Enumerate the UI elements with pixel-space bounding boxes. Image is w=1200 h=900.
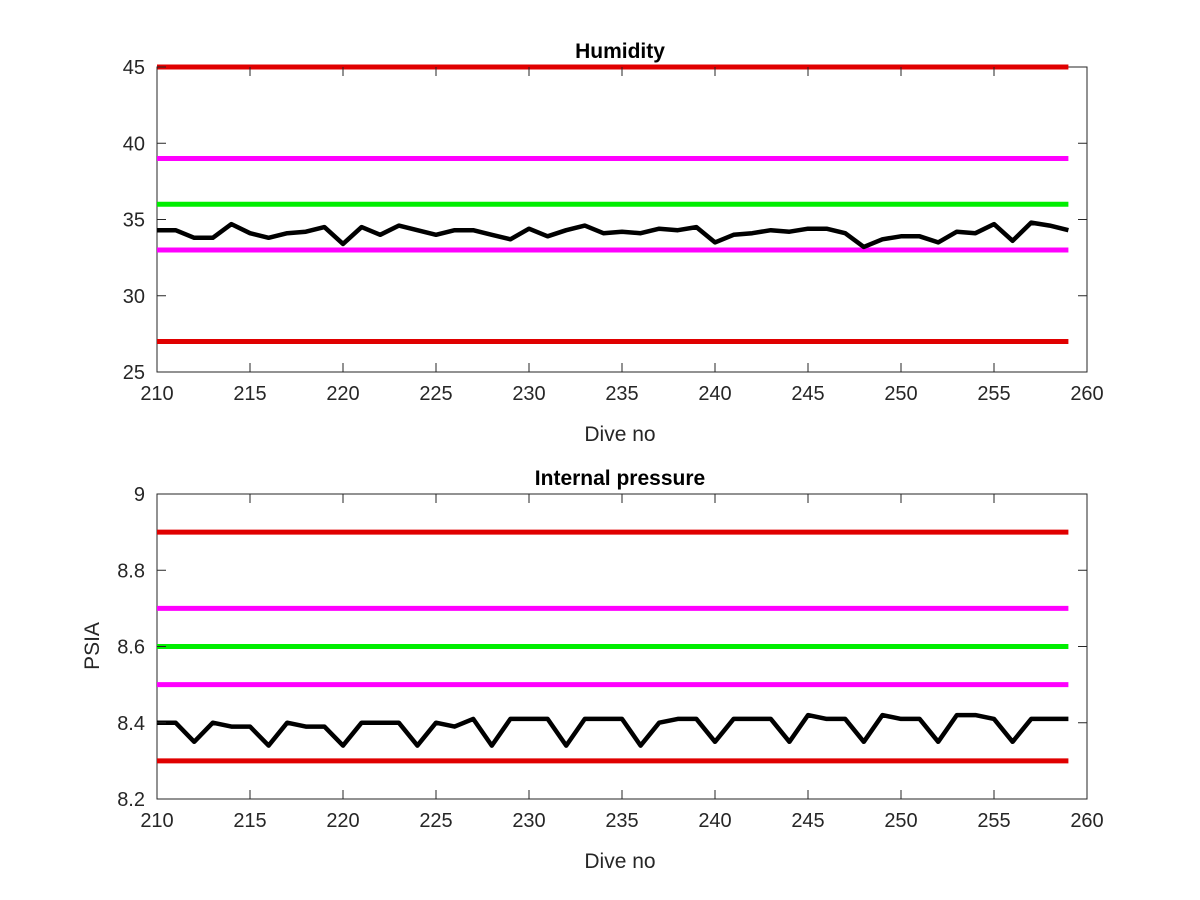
humidity-series-line-0 <box>157 220 1069 250</box>
humidity-y-tick-label: 35 <box>123 210 145 232</box>
pressure-x-tick-label: 220 <box>326 810 359 832</box>
pressure-x-tick-label: 240 <box>698 810 731 832</box>
humidity-x-tick-label: 240 <box>698 383 731 405</box>
pressure-x-tick-label: 215 <box>233 810 266 832</box>
pressure-axes: Internal pressure 210 215 220 225 230 235 240 2… <box>81 467 1104 873</box>
humidity-x-tick-label: 250 <box>884 383 917 405</box>
humidity-title: Humidity <box>575 40 665 63</box>
humidity-y-tick-label: 40 <box>123 133 145 155</box>
pressure-x-tick-label: 255 <box>977 810 1010 832</box>
humidity-y-tick-label: 45 <box>123 57 145 79</box>
pressure-y-tick-label: 8.6 <box>117 637 145 659</box>
pressure-series <box>157 712 1069 748</box>
pressure-x-label: Dive no <box>584 850 655 873</box>
humidity-x-tick-label: 220 <box>326 383 359 405</box>
pressure-x-tick-label: 225 <box>419 810 452 832</box>
humidity-y-ticks: 25 30 35 40 45 <box>123 57 1087 384</box>
pressure-x-ticks: 210 215 220 225 230 235 240 245 250 255 260 <box>140 494 1104 832</box>
humidity-x-label: Dive no <box>584 423 655 446</box>
pressure-y-tick-label: 8.8 <box>117 560 145 582</box>
humidity-plot-area <box>156 66 1088 373</box>
pressure-x-tick-label: 235 <box>605 810 638 832</box>
humidity-x-tick-label: 255 <box>977 383 1010 405</box>
humidity-series <box>157 220 1069 250</box>
humidity-y-tick-label: 30 <box>123 286 145 308</box>
pressure-threshold-lines <box>157 529 1069 764</box>
pressure-x-tick-label: 210 <box>140 810 173 832</box>
humidity-threshold-lines <box>157 64 1069 344</box>
humidity-x-ticks: 210 215 220 225 230 235 240 245 250 255 260 <box>140 67 1104 405</box>
pressure-title: Internal pressure <box>535 467 705 490</box>
pressure-x-tick-label: 245 <box>791 810 824 832</box>
pressure-y-label: PSIA <box>81 622 104 670</box>
pressure-x-tick-label: 230 <box>512 810 545 832</box>
humidity-x-tick-label: 245 <box>791 383 824 405</box>
pressure-y-tick-label: 9 <box>134 484 145 506</box>
humidity-x-tick-label: 230 <box>512 383 545 405</box>
pressure-series-line-0 <box>157 712 1069 748</box>
pressure-x-tick-label: 250 <box>884 810 917 832</box>
humidity-x-tick-label: 235 <box>605 383 638 405</box>
pressure-y-ticks: 8.2 8.4 8.6 8.8 9 <box>117 484 1087 811</box>
humidity-y-tick-label: 25 <box>123 362 145 384</box>
humidity-x-tick-label: 210 <box>140 383 173 405</box>
humidity-x-tick-label: 260 <box>1070 383 1103 405</box>
pressure-y-tick-label: 8.2 <box>117 789 145 811</box>
humidity-x-tick-label: 215 <box>233 383 266 405</box>
pressure-y-tick-label: 8.4 <box>117 713 145 735</box>
humidity-axes: Humidity 210 215 220 225 230 235 240 245 250 255 2… <box>123 40 1104 446</box>
pressure-x-tick-label: 260 <box>1070 810 1103 832</box>
humidity-x-tick-label: 225 <box>419 383 452 405</box>
